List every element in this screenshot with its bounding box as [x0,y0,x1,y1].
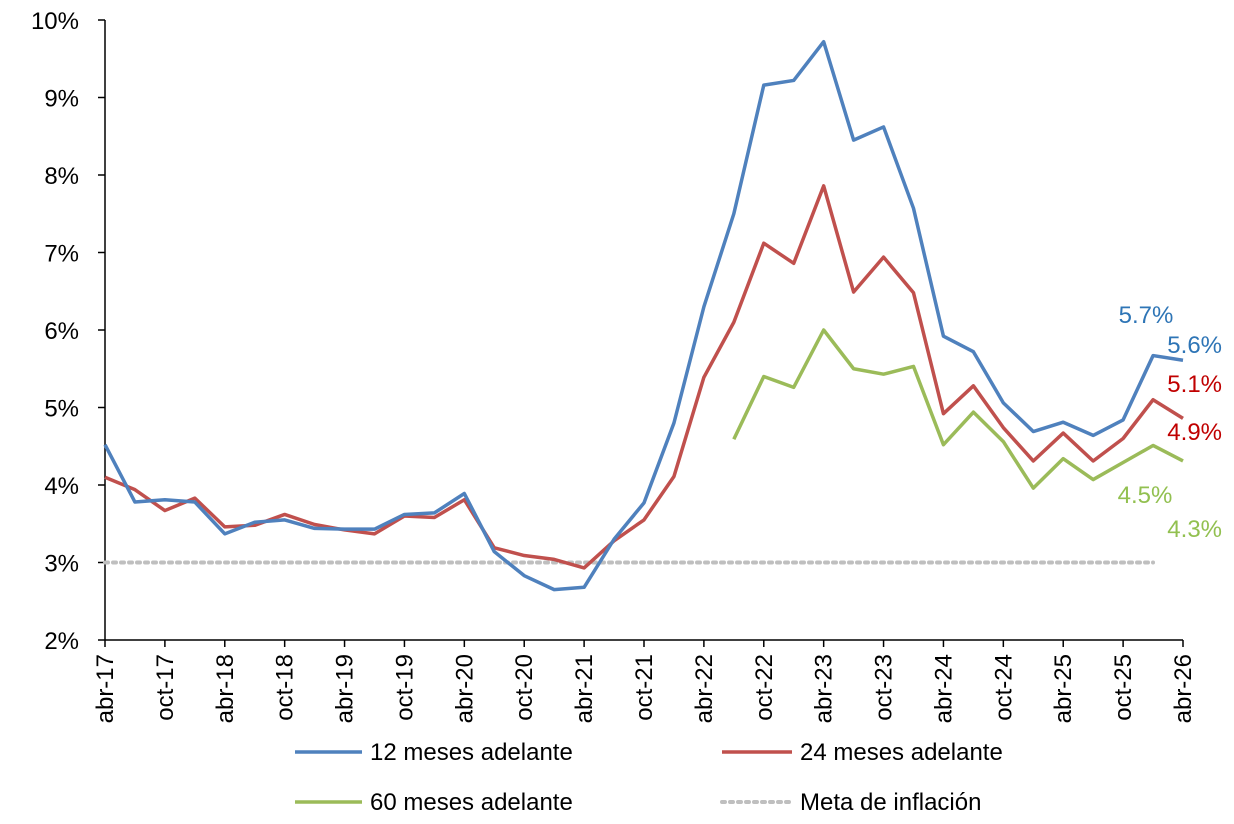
legend-label-60-meses-adelante: 60 meses adelante [370,789,573,816]
x-tick-label: oct-22 [751,654,778,721]
x-tick-label: abr-24 [930,654,957,723]
x-tick-label: oct-21 [631,654,658,721]
x-tick-label: abr-26 [1170,654,1197,723]
legend-label-meta-de-inflacion: Meta de inflación [800,789,981,816]
y-tick-label: 7% [44,241,79,268]
data-label: 5.7% [1119,302,1174,329]
x-tick-label: abr-19 [332,654,359,723]
y-tick-label: 6% [44,318,79,345]
series-line-24-meses-adelante [104,184,1184,570]
x-axis: abr-17 oct-17 abr-18 oct-18 abr-19 oct-19 abr-… [92,639,1197,723]
series-line-12-meses-adelante [103,39,1184,592]
x-tick-label: oct-25 [1110,654,1137,721]
data-label: 4.3% [1167,516,1222,543]
y-tick-label: 2% [44,628,79,655]
series-line-60-meses-adelante [732,328,1184,490]
data-label: 5.1% [1167,371,1222,398]
data-label: 5.6% [1167,332,1222,359]
y-tick-label: 9% [44,86,79,113]
x-tick-label: abr-18 [212,654,239,723]
series-layer [103,39,1184,592]
data-label: 4.9% [1167,419,1222,446]
y-axis: 2% 3% 4% 5% 6% 7% 8% 9% 10% [31,8,106,655]
x-tick-label: oct-19 [391,654,418,721]
legend-label-12-meses-adelante: 12 meses adelante [370,739,573,766]
x-tick-label: abr-20 [451,654,478,723]
legend-label-24-meses-adelante: 24 meses adelante [800,739,1003,766]
y-tick-label: 10% [31,8,79,35]
x-tick-label: oct-18 [272,654,299,721]
x-tick-label: abr-22 [691,654,718,723]
y-tick-label: 5% [44,396,79,423]
x-tick-label: oct-20 [511,654,538,721]
x-tick-label: abr-25 [1050,654,1077,723]
x-tick-label: oct-17 [152,654,179,721]
y-tick-label: 3% [44,551,79,578]
legend: 12 meses adelante 24 meses adelante 60 mes… [295,739,1003,816]
x-tick-label: oct-23 [871,654,898,721]
annotation-layer: 5.7% 5.6% 5.1% 4.9% 4.5% 4.3% [1118,302,1222,543]
data-label: 4.5% [1118,482,1173,509]
x-tick-label: oct-24 [990,654,1017,721]
y-tick-label: 4% [44,473,79,500]
x-tick-label: abr-23 [811,654,838,723]
x-tick-label: abr-17 [92,654,119,723]
y-tick-label: 8% [44,163,79,190]
x-tick-label: abr-21 [571,654,598,723]
